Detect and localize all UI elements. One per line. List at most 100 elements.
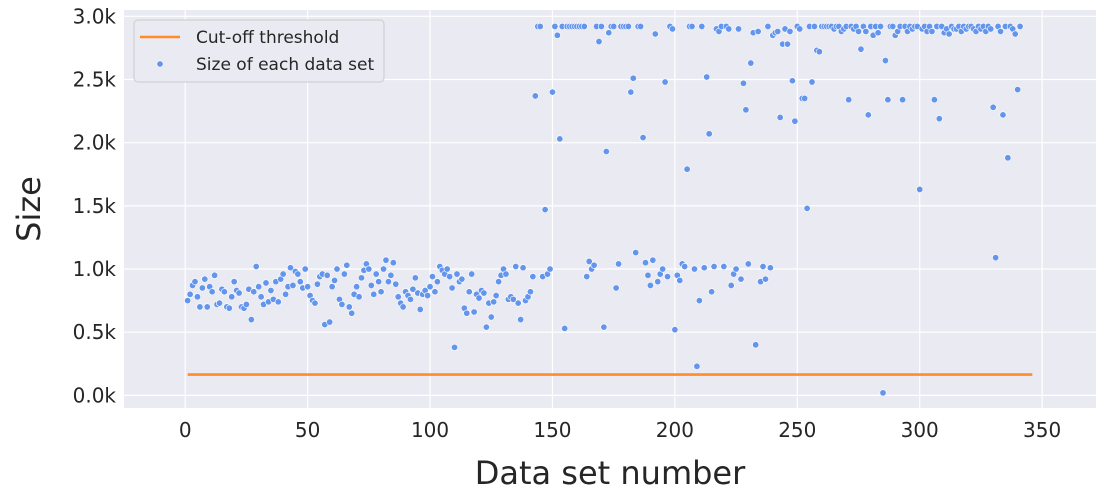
x-tick-label: 250 [778,418,816,442]
data-point [228,293,236,301]
data-point [646,281,654,289]
data-point [727,281,735,289]
data-point [531,92,539,100]
data-point [446,273,454,281]
data-point [370,290,378,298]
data-point [987,25,995,33]
data-point [255,283,263,291]
data-point [463,309,471,317]
data-point [267,286,275,294]
data-point [889,22,897,30]
x-axis-title: Data set number [475,454,746,491]
data-point [695,297,703,305]
data-point [262,279,270,287]
data-point [612,284,620,292]
data-point [394,293,402,301]
data-point [482,323,490,331]
data-point [242,300,250,308]
data-point [651,30,659,38]
data-point [698,22,706,30]
data-point [367,281,375,289]
legend-box [133,19,385,83]
data-point [1011,30,1019,38]
data-point [815,48,823,56]
data-point [855,27,863,35]
data-point [487,313,495,321]
data-point [999,111,1007,119]
data-point [392,280,400,288]
data-point [747,59,755,67]
data-point [710,262,718,270]
data-point [862,27,870,35]
data-point [624,22,632,30]
data-point [703,73,711,81]
data-point [642,259,650,267]
data-point [615,260,623,268]
data-point [492,292,500,300]
data-point [380,265,388,273]
data-point [681,262,689,270]
data-point [443,265,451,273]
data-point [884,96,892,104]
data-point [512,262,520,270]
data-point [250,288,258,296]
data-point [451,343,459,351]
x-tick-label: 300 [901,418,939,442]
data-point [766,264,774,272]
y-tick-label: 1.5k [73,194,117,218]
data-point [514,299,522,307]
data-point [384,278,392,286]
data-point [526,288,534,296]
data-point [328,283,336,291]
data-point [184,297,192,305]
y-tick-label: 2.5k [73,67,117,91]
data-point [201,275,209,283]
data-point [416,305,424,313]
data-point [732,265,740,273]
data-point [517,316,525,324]
data-point [664,273,672,281]
data-point [899,96,907,104]
data-point [561,324,569,332]
grid [124,10,1096,408]
data-point [659,265,667,273]
data-point [761,275,769,283]
data-point [725,25,733,33]
data-point [556,135,564,143]
data-point [992,254,1000,262]
data-point [355,293,363,301]
data-point [343,261,351,269]
data-point [257,293,265,301]
y-tick-label: 0.0k [73,383,117,407]
data-point [286,264,294,272]
data-point [191,278,199,286]
legend: Cut-off threshold Size of each data set [133,19,385,83]
data-point [784,40,792,48]
data-point [406,295,414,303]
data-point [230,278,238,286]
data-point [583,273,591,281]
data-point [916,185,924,193]
data-point [198,284,206,292]
data-point [399,303,407,311]
data-point [519,264,527,272]
y-tick-labels: 0.0k 0.5k 1.0k 1.5k 2.0k 2.5k 3.0k [73,4,117,407]
data-point [279,270,287,278]
data-point [294,270,302,278]
data-point [597,22,605,30]
data-point [877,22,885,30]
data-point [705,130,713,138]
data-point [490,298,498,306]
data-point [196,303,204,311]
data-point [1016,22,1024,30]
data-point [326,318,334,326]
data-point [453,270,461,278]
data-point [502,270,510,278]
data-point [935,115,943,123]
data-point [433,278,441,286]
data-point [744,260,752,268]
y-tick-label: 1.0k [73,257,117,281]
data-point [323,271,331,279]
data-point [225,304,233,312]
